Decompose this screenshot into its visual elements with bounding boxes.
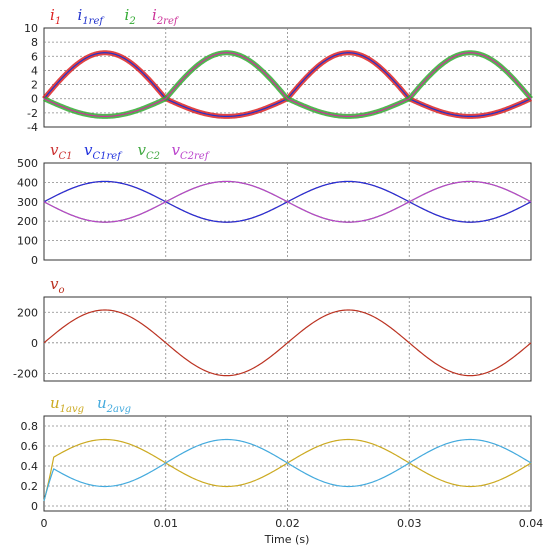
panel-2: 0 100 200 300 400 500 vC1 vC1ref vC2 vC2ref	[17, 141, 532, 267]
legend-i2: i2	[125, 6, 136, 27]
x-tick-label: 0.04	[519, 517, 544, 530]
y-tick-label: 400	[17, 176, 38, 189]
y-tick-label: 0	[31, 93, 38, 106]
legend-vo: vo	[50, 275, 65, 296]
x-tick-label: 0.03	[397, 517, 422, 530]
x-tick-label: 0.02	[275, 517, 300, 530]
legend-i1ref: i1ref	[78, 6, 106, 27]
y-tick-label: 4	[31, 64, 38, 77]
legend-u2avg: u2avg	[97, 394, 131, 415]
y-tick-label: 0.8	[21, 420, 39, 433]
y-tick-label: 200	[17, 306, 38, 319]
y-tick-label: 100	[17, 235, 38, 248]
series-line-vo	[43, 309, 532, 377]
y-tick-label: 0	[31, 500, 38, 513]
y-tick-label: 10	[24, 22, 38, 35]
y-tick-label: 0.2	[21, 480, 39, 493]
y-tick-label: -200	[13, 367, 38, 380]
legend-vC1ref: vC1ref	[84, 141, 123, 162]
legend-i2ref: i2ref	[152, 6, 180, 27]
y-tick-label: 6	[31, 50, 38, 63]
panel-4: 0 0.2 0.4 0.6 0.8 u1avg u2avg 0 0.01 0.02 0.03 0.04	[21, 394, 544, 530]
y-tick-label: 8	[31, 36, 38, 49]
series-line-vC2ref	[43, 180, 532, 223]
legend-u1avg: u1avg	[50, 394, 84, 415]
y-tick-label: 0	[31, 337, 38, 350]
series-line-i2ref	[43, 52, 532, 117]
y-tick-label: -2	[27, 107, 38, 120]
panel-3: -200 0 200 vo	[13, 275, 532, 382]
legend-vC1: vC1	[50, 141, 73, 162]
legend-i1: i1	[50, 6, 61, 27]
x-axis-title: Time (s)	[264, 533, 310, 546]
y-tick-label: 0.6	[21, 440, 39, 453]
y-tick-label: 200	[17, 215, 38, 228]
series-line-u2avg	[43, 438, 532, 502]
y-tick-label: -4	[27, 121, 38, 134]
y-tick-label: 0	[31, 254, 38, 267]
y-tick-label: 500	[17, 157, 38, 170]
y-tick-label: 300	[17, 196, 38, 209]
x-tick-label: 0	[41, 517, 48, 530]
x-tick-label: 0.01	[154, 517, 179, 530]
y-tick-label: 2	[31, 79, 38, 92]
legend-vC2: vC2	[138, 141, 161, 162]
y-tick-label: 0.4	[21, 460, 39, 473]
legend-vC2ref: vC2ref	[172, 141, 211, 162]
